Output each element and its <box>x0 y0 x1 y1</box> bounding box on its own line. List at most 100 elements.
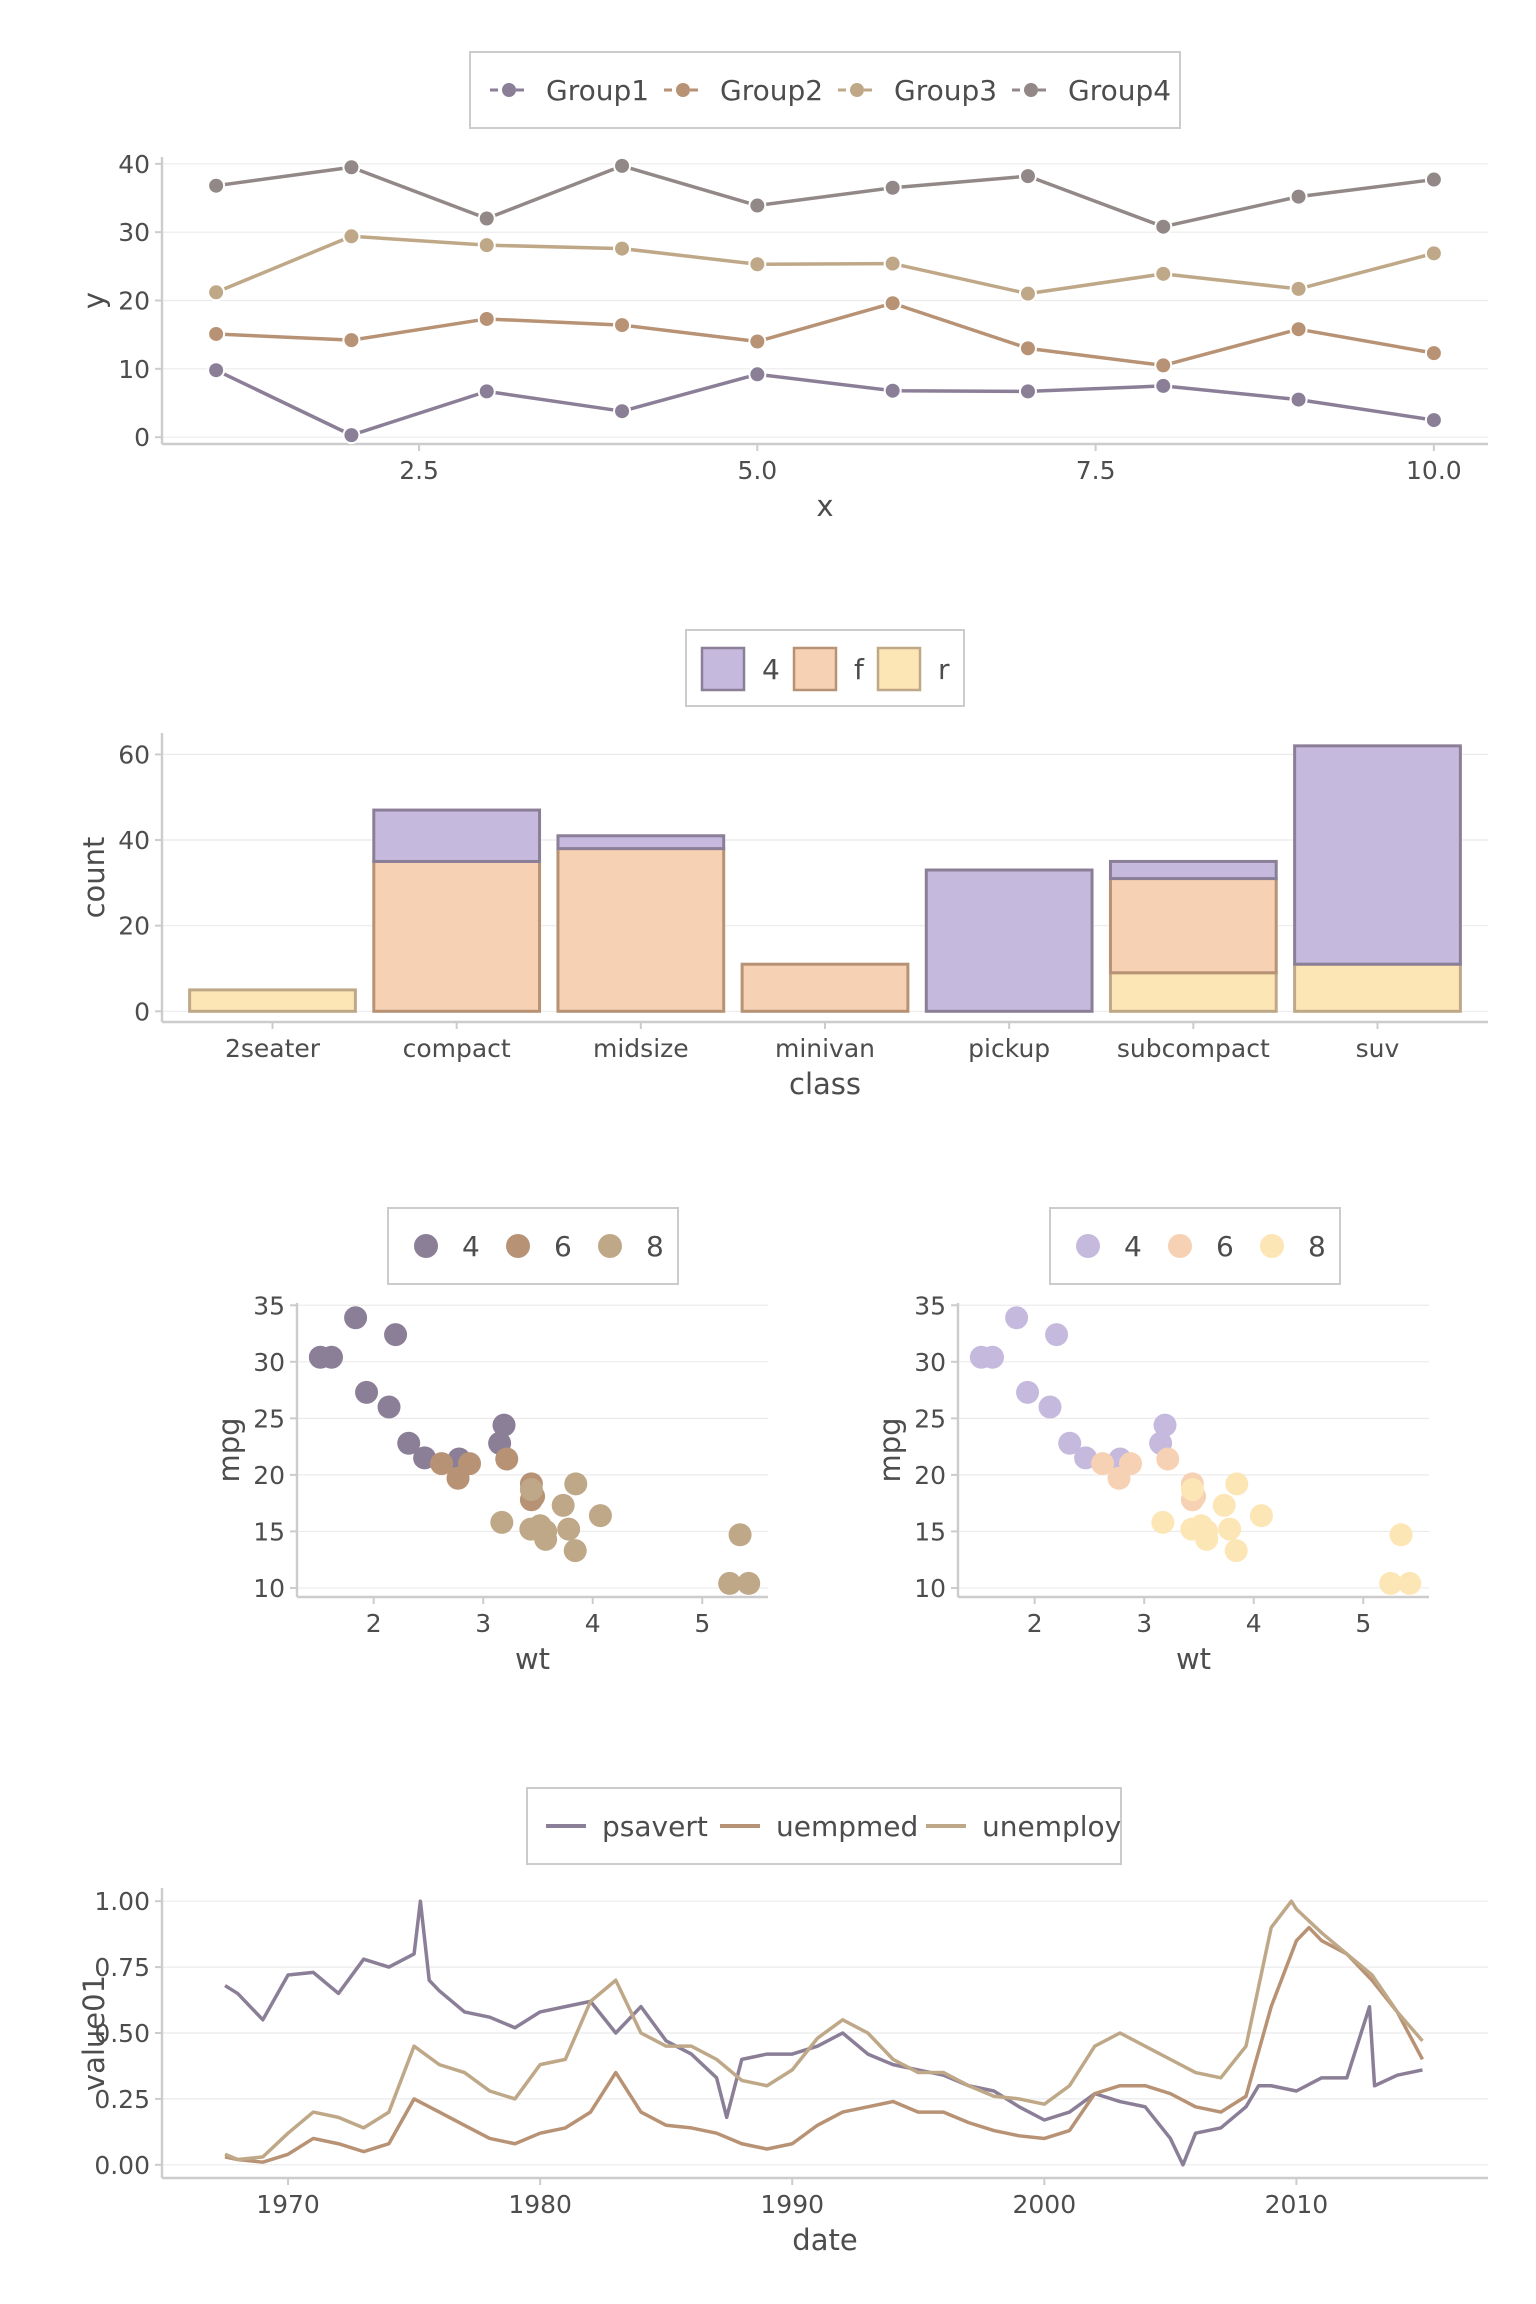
y-tick-label: 15 <box>914 1517 946 1546</box>
y-tick-label: 20 <box>914 1461 946 1490</box>
data-point <box>1424 344 1443 363</box>
legend-key-point <box>850 83 864 97</box>
data-point <box>748 196 767 215</box>
data-point <box>477 382 496 401</box>
point-cyl-8 <box>563 1539 587 1563</box>
data-point <box>342 331 361 350</box>
x-tick-label: subcompact <box>1117 1034 1270 1063</box>
bar-segment-subcompact-r <box>1108 971 1278 1013</box>
point-cyl-8 <box>1224 1539 1248 1563</box>
data-point <box>1018 167 1037 186</box>
point-cyl-8 <box>1389 1523 1413 1547</box>
y-tick-label: 20 <box>118 287 150 316</box>
data-point <box>883 381 902 400</box>
scatter-dark-plot: 10 15 20 25 30 35 2 3 4 5 wt mpg 4 6 8 <box>212 1207 768 1676</box>
y-tick-label: 30 <box>914 1348 946 1377</box>
point-cyl-8 <box>1225 1472 1249 1496</box>
x-tick-label: 2 <box>1027 1609 1043 1638</box>
point-cyl-4 <box>355 1380 379 1404</box>
legend-label: 6 <box>554 1230 572 1263</box>
series-line-group3 <box>215 234 1435 296</box>
y-tick-label: 30 <box>118 218 150 247</box>
legend-key-swatch <box>792 646 838 692</box>
data-point <box>1289 390 1308 409</box>
y-tick-label: 60 <box>118 740 150 769</box>
bar-segment-compact-4 <box>372 808 542 863</box>
legend-label: Group2 <box>720 74 823 107</box>
data-point <box>1289 187 1308 206</box>
legend-box <box>469 51 1181 129</box>
y-tick-label: 30 <box>253 1348 285 1377</box>
y-axis-title: value01 <box>77 1975 111 2091</box>
bar-segment-subcompact-f <box>1108 877 1278 975</box>
point-cyl-6 <box>430 1452 454 1476</box>
y-tick-label: 40 <box>118 150 150 179</box>
x-tick-label: 3 <box>475 1609 491 1638</box>
x-tick-label: 5 <box>694 1609 710 1638</box>
x-axis-title: date <box>792 2223 857 2257</box>
data-point <box>477 209 496 228</box>
x-axis-title: wt <box>515 1642 550 1676</box>
point-cyl-8 <box>1398 1571 1422 1595</box>
x-axis-title: wt <box>1176 1642 1211 1676</box>
point-cyl-8 <box>564 1472 588 1496</box>
legend-key-point <box>1168 1234 1192 1258</box>
data-point <box>883 294 902 313</box>
legend-key-point <box>676 83 690 97</box>
x-tick-label: 2000 <box>1013 2190 1077 2219</box>
legend-label: r <box>938 653 950 686</box>
bar-segment-pickup-4 <box>924 868 1094 1013</box>
point-cyl-6 <box>495 1447 519 1471</box>
bar-segment-suv-4 <box>1293 744 1462 966</box>
bar-segment-2seater-r <box>188 988 357 1013</box>
y-axis-title: mpg <box>212 1417 246 1482</box>
point-cyl-8 <box>1195 1519 1219 1543</box>
line-chart: 0 10 20 30 40 2.5 5.0 7.5 10.0 x y Group1 Group2 Grou… <box>77 51 1488 523</box>
data-point <box>1289 320 1308 339</box>
y-tick-label: 10 <box>914 1574 946 1603</box>
legend-label: 8 <box>1308 1230 1326 1263</box>
x-axis-title: x <box>816 489 833 523</box>
y-tick-label: 0.00 <box>94 2151 150 2180</box>
point-cyl-4 <box>1016 1380 1040 1404</box>
data-point <box>1424 244 1443 263</box>
legend-label: unemploy <box>982 1810 1121 1843</box>
data-point <box>1154 217 1173 236</box>
y-tick-label: 1.00 <box>94 1887 150 1916</box>
point-cyl-6 <box>446 1466 470 1490</box>
data-point <box>1154 376 1173 395</box>
point-cyl-8 <box>1218 1517 1242 1541</box>
data-point <box>342 158 361 177</box>
data-point <box>1424 411 1443 430</box>
legend-label: 4 <box>462 1230 480 1263</box>
x-tick-label: 7.5 <box>1076 456 1116 485</box>
point-cyl-8 <box>557 1517 581 1541</box>
y-tick-label: 0.50 <box>94 2019 150 2048</box>
scatter-light-plot: 10 15 20 25 30 35 2 3 4 5 wt mpg 4 6 8 <box>873 1207 1429 1676</box>
point-cyl-4 <box>384 1323 408 1347</box>
point-cyl-4 <box>492 1413 516 1437</box>
x-tick-label: 2 <box>366 1609 382 1638</box>
data-point <box>477 236 496 255</box>
data-point <box>748 332 767 351</box>
legend-key-point <box>1260 1234 1284 1258</box>
data-point <box>1154 356 1173 375</box>
series-line-psavert <box>224 1899 1423 2167</box>
point-cyl-8 <box>1379 1571 1403 1595</box>
point-cyl-4 <box>1058 1431 1082 1455</box>
x-tick-label: 4 <box>585 1609 601 1638</box>
legend-label: 4 <box>1124 1230 1142 1263</box>
point-cyl-8 <box>728 1523 752 1547</box>
x-tick-label: 1980 <box>508 2190 572 2219</box>
data-point <box>1424 170 1443 189</box>
bar-chart: 0 20 40 60 2seater compact midsize minivan picku… <box>77 629 1488 1101</box>
point-cyl-8 <box>588 1504 612 1528</box>
point-cyl-8 <box>718 1571 742 1595</box>
series-line-uempmed <box>224 1925 1425 2164</box>
x-tick-label: 5 <box>1355 1609 1371 1638</box>
bar-segment-compact-f <box>372 859 542 1013</box>
data-point <box>207 283 226 302</box>
legend-label: Group3 <box>894 74 997 107</box>
data-point <box>613 239 632 258</box>
point-cyl-4 <box>969 1345 993 1369</box>
